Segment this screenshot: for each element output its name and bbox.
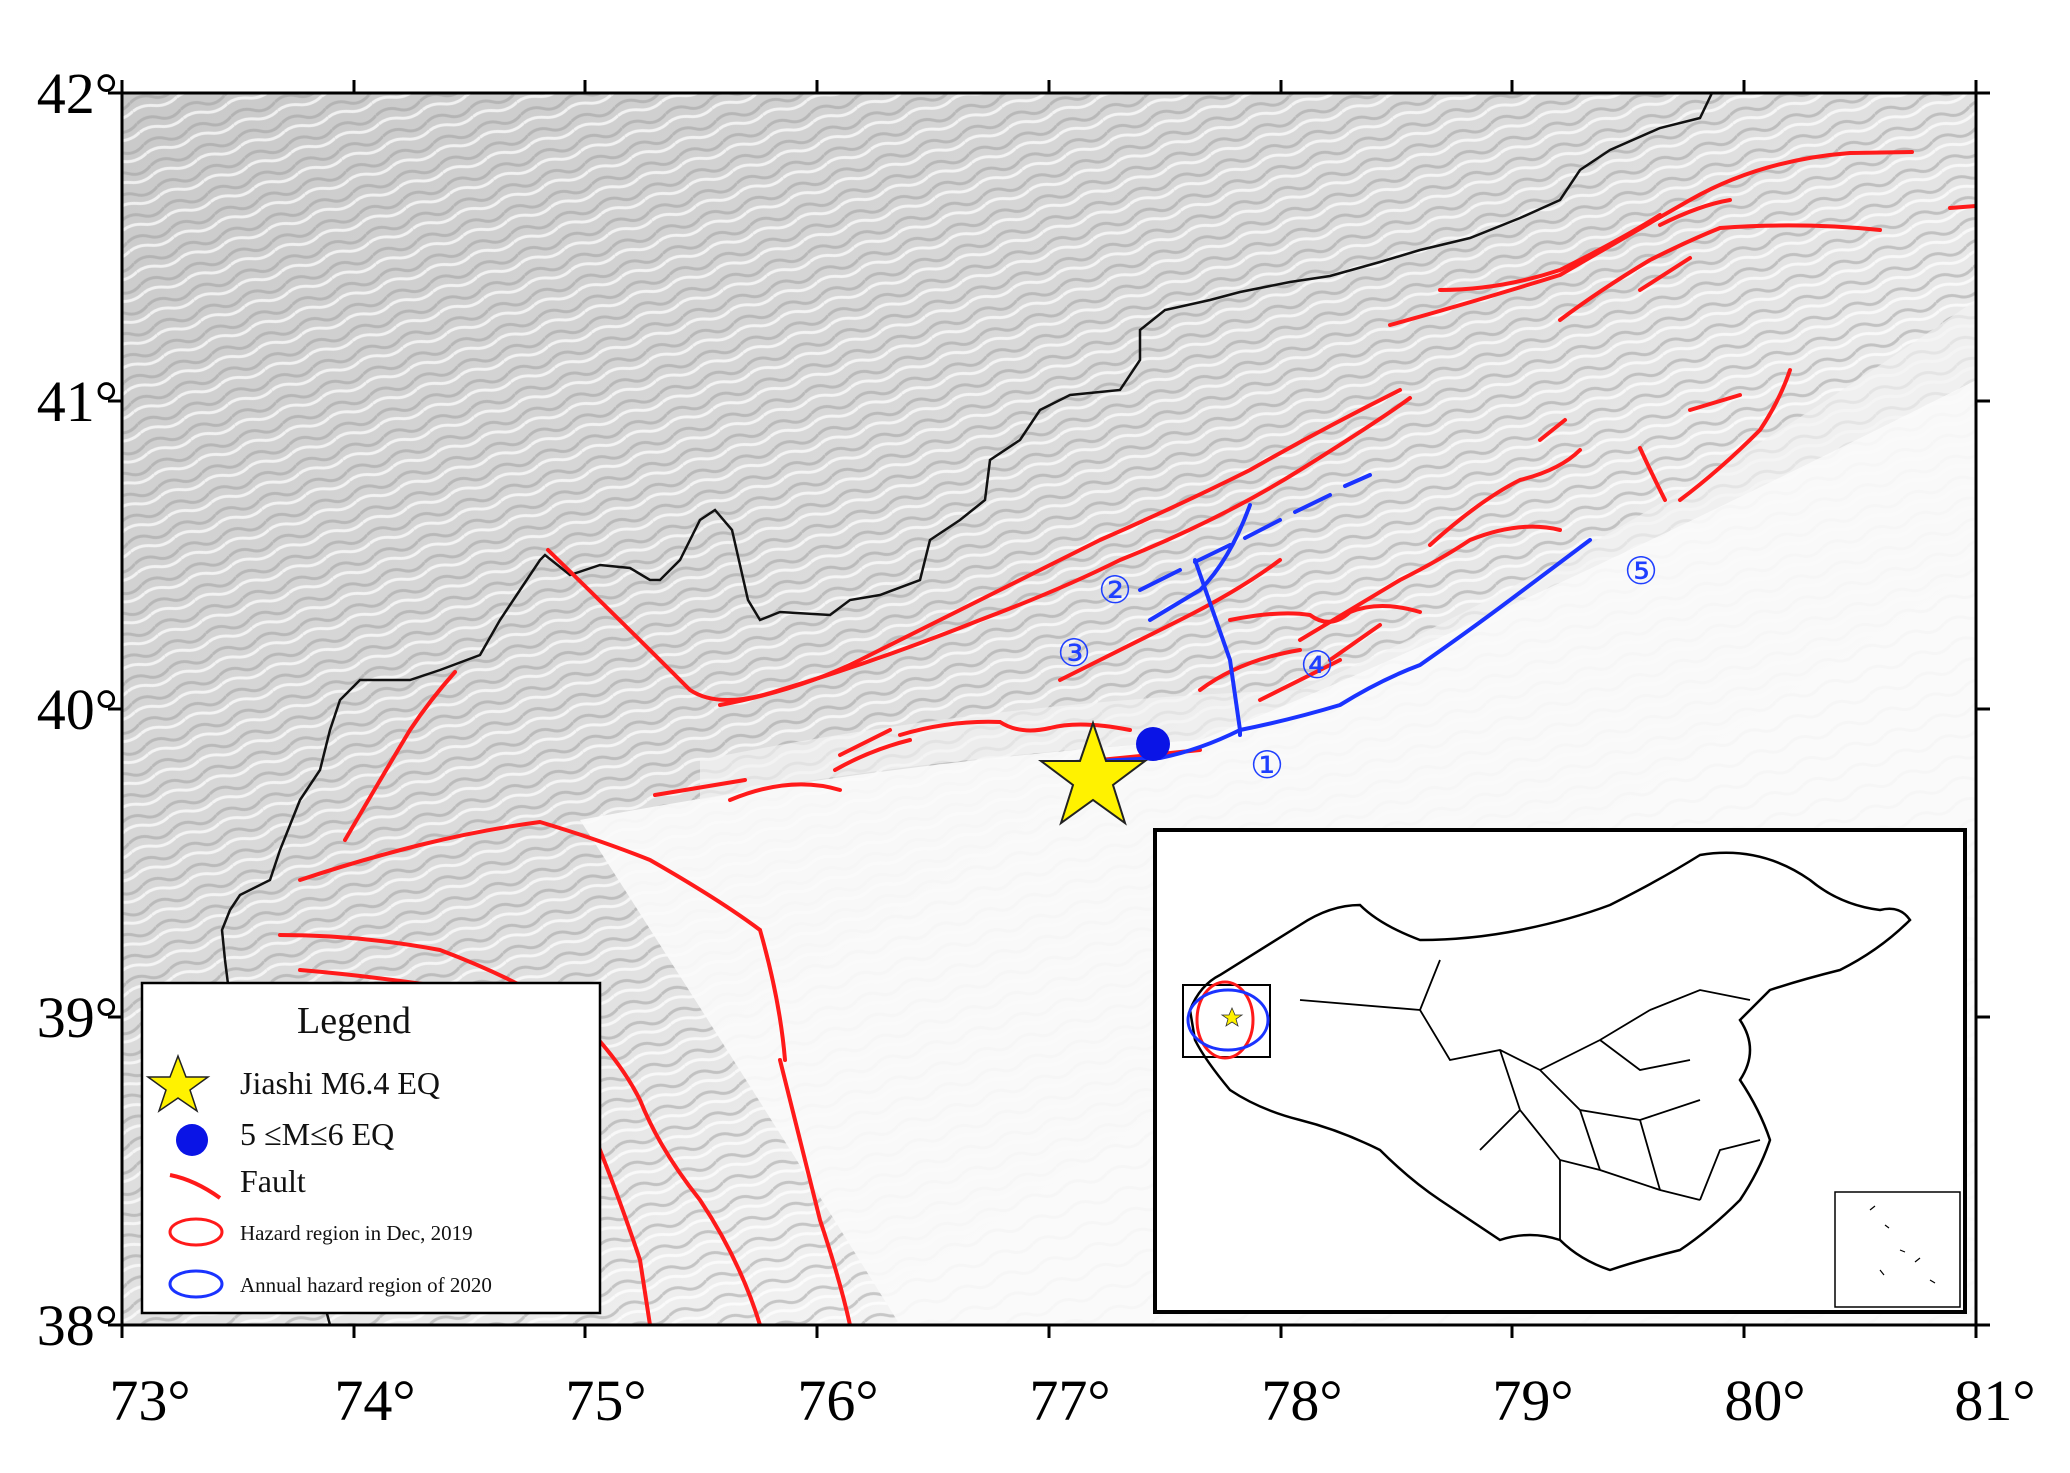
inset-red-ellipse bbox=[1195, 980, 1255, 1060]
fault-segment bbox=[1438, 213, 1662, 292]
fault-segment-3 bbox=[1148, 503, 1252, 622]
dot-icon bbox=[176, 1124, 208, 1156]
legend-label-blue-ellipse: Annual hazard region of 2020 bbox=[240, 1273, 492, 1297]
legend-label-fault: Fault bbox=[240, 1163, 306, 1199]
fault-segment-4 bbox=[1193, 558, 1242, 737]
fault-segment bbox=[1948, 204, 1976, 210]
legend: Legend Jiashi M6.4 EQ 5 ≤M≤6 EQ Fault Ha… bbox=[140, 981, 602, 1315]
fault-segment bbox=[343, 670, 457, 842]
china-outline bbox=[1188, 851, 1912, 1272]
x-tick-label: 81° bbox=[1954, 1368, 2035, 1433]
fault-segment bbox=[1658, 198, 1732, 227]
fault-segment bbox=[1258, 658, 1342, 702]
fault-segment bbox=[728, 782, 842, 802]
fault-segment bbox=[1058, 558, 1282, 682]
fault-segment bbox=[833, 738, 912, 772]
fault-segment bbox=[1328, 623, 1382, 662]
fault-segment bbox=[298, 819, 787, 1062]
fault-segment bbox=[653, 778, 747, 797]
fault-segment bbox=[838, 728, 892, 757]
south-sea-box bbox=[1834, 1191, 1961, 1308]
y-tick-label: 38° bbox=[37, 1293, 118, 1358]
fault-segment bbox=[1558, 223, 1882, 322]
y-tick-label: 41° bbox=[37, 369, 118, 434]
x-tick-label: 80° bbox=[1724, 1368, 1805, 1433]
fault-segment bbox=[278, 933, 762, 1325]
fault-segment bbox=[1638, 446, 1667, 502]
inset-map bbox=[1153, 828, 1967, 1314]
eq-dot-marker bbox=[1136, 727, 1170, 761]
fault-segment bbox=[1298, 524, 1562, 642]
x-tick-label: 78° bbox=[1261, 1368, 1342, 1433]
axis-ticks bbox=[108, 80, 1990, 1338]
x-tick-label: 73° bbox=[109, 1368, 190, 1433]
blue-ellipse-icon bbox=[168, 1269, 224, 1299]
legend-label-star: Jiashi M6.4 EQ bbox=[240, 1065, 440, 1101]
legend-label-dot: 5 ≤M≤6 EQ bbox=[240, 1116, 394, 1152]
red-ellipse-icon bbox=[168, 1217, 224, 1247]
x-tick-label: 75° bbox=[565, 1368, 646, 1433]
fault-segment bbox=[546, 396, 1412, 702]
fault-label-5: ⑤ bbox=[1624, 549, 1658, 593]
fault-segment bbox=[1538, 418, 1567, 442]
inset-blue-ellipse bbox=[1186, 988, 1270, 1052]
fault-segment-2 bbox=[1138, 473, 1372, 592]
y-tick-label: 39° bbox=[37, 985, 118, 1050]
fault-segment bbox=[1428, 448, 1582, 547]
fault-label-2: ② bbox=[1098, 568, 1132, 612]
border-line bbox=[220, 93, 1714, 1325]
fault-label-4: ④ bbox=[1300, 643, 1334, 687]
x-tick-label: 79° bbox=[1492, 1368, 1573, 1433]
legend-box bbox=[140, 981, 602, 1315]
x-tick-label: 76° bbox=[797, 1368, 878, 1433]
south-sea-islands bbox=[1869, 1205, 1936, 1284]
y-tick-label: 42° bbox=[37, 61, 118, 126]
legend-title: Legend bbox=[297, 1000, 411, 1042]
province-lines bbox=[1299, 959, 1761, 1240]
fault-line-icon bbox=[169, 1173, 222, 1200]
y-tick-labels: 42° 41° 40° 39° 38° bbox=[37, 61, 118, 1358]
x-tick-label: 77° bbox=[1029, 1368, 1110, 1433]
fault-segment bbox=[898, 719, 1132, 737]
inset-star bbox=[1220, 1006, 1244, 1027]
fault-segment bbox=[1688, 393, 1742, 412]
fault-segment bbox=[1678, 368, 1792, 502]
x-tick-label: 74° bbox=[334, 1368, 415, 1433]
fault-segment bbox=[718, 388, 1402, 707]
star-icon bbox=[145, 1053, 211, 1113]
fault-segment bbox=[1638, 256, 1692, 292]
fault-label-3: ③ bbox=[1057, 631, 1091, 675]
legend-label-red-ellipse: Hazard region in Dec, 2019 bbox=[240, 1221, 473, 1245]
fault-label-1: ① bbox=[1250, 743, 1284, 787]
x-tick-labels: 73° 74° 75° 76° 77° 78° 79° 80° 81° bbox=[109, 1368, 2035, 1433]
jiashi-star-marker bbox=[1038, 719, 1148, 826]
fault-segment bbox=[778, 1058, 852, 1325]
y-tick-label: 40° bbox=[37, 677, 118, 742]
fault-segment bbox=[1198, 648, 1302, 692]
